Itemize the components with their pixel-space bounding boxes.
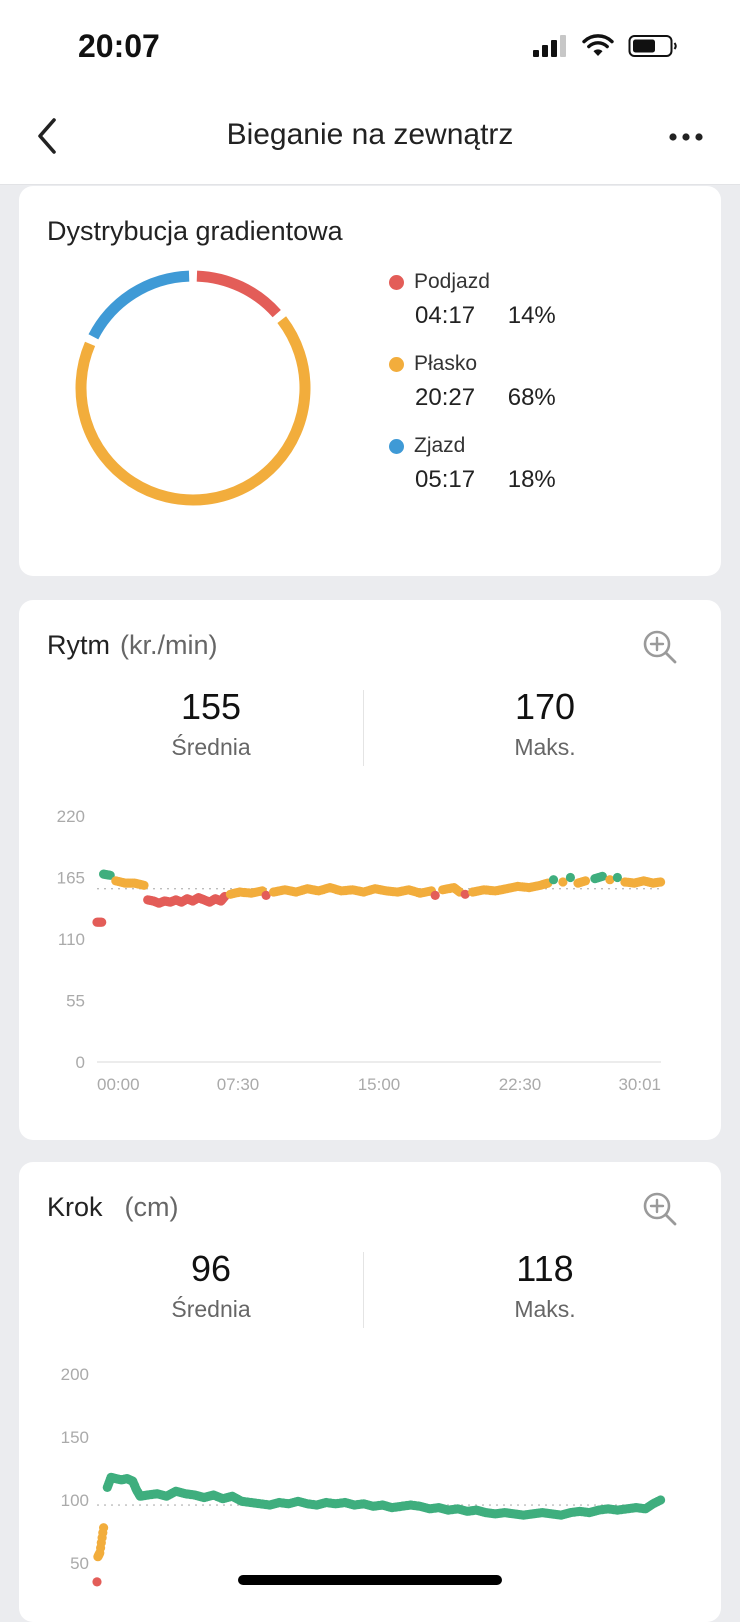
cadence-y-tick-2: 110 [58,930,85,949]
cadence-average-label: Średnia [171,734,251,760]
stride-title: Krok [47,1192,103,1222]
stride-stats: 96 Średnia 118 Maks. [19,1248,721,1328]
cadence-data-point [105,870,115,880]
cadence-data-point [430,890,440,900]
cadence-title: Rytm [47,630,110,660]
legend-item-flat: Płasko 20:27 68% [389,352,556,434]
cadence-y-tick-1: 165 [57,869,85,888]
stride-chart: 200 150 100 50 [61,1365,666,1587]
cadence-average: 155 Średnia [61,686,361,761]
legend-percent-uphill: 14% [507,302,556,329]
stride-data-point [92,1577,102,1587]
cadence-x-tick-0: 00:00 [97,1075,140,1094]
cadence-data-point [656,877,666,887]
stride-average-value: 96 [190,1248,232,1289]
more-options-icon[interactable] [666,122,706,152]
legend-label-flat: Płasko [414,352,478,375]
cadence-unit: (kr./min) [120,630,218,660]
cadence-data-point [605,875,615,885]
stride-card-title: Krok (cm) [47,1192,179,1223]
signal-icon [533,35,566,57]
stride-max-label: Maks. [514,1296,576,1322]
legend-item-downhill: Zjazd 05:17 18% [389,434,556,516]
home-indicator[interactable] [238,1575,502,1585]
cadence-data-point [97,917,107,927]
stride-data-point [656,1495,666,1505]
cadence-chart: 220 165 110 55 0 00:00 07:30 15:00 22:30 30:01 [57,807,666,1094]
cadence-x-tick-2: 15:00 [358,1075,401,1094]
stride-average-label: Średnia [171,1296,251,1322]
downhill-dot-icon [389,438,404,454]
cadence-max-label: Maks. [514,734,576,760]
cadence-average-value: 155 [180,686,242,727]
legend-item-uphill: Podjazd 04:17 14% [389,270,556,352]
cadence-zoom-icon[interactable] [641,628,679,666]
gradient-legend: Podjazd 04:17 14% Płasko 20:27 68% Zjazd [389,270,556,516]
gradient-donut-chart [75,270,311,506]
cadence-data-point [565,872,576,883]
legend-time-uphill: 04:17 [415,302,476,329]
back-button[interactable] [28,112,68,160]
cadence-y-tick-3: 55 [66,992,85,1011]
legend-time-downhill: 05:17 [415,466,476,493]
stats-divider [363,690,364,766]
cadence-y-tick-4: 0 [76,1053,85,1072]
stride-max: 118 Maks. [395,1248,695,1323]
donut-segment-0 [196,270,281,318]
cadence-data-point [261,890,271,900]
flat-dot-icon [389,356,404,372]
cadence-stats: 155 Średnia 170 Maks. [19,686,721,766]
cadence-data-point [139,880,149,890]
cadence-data-point [580,876,591,886]
cadence-data-point [597,871,608,881]
stride-y-tick-1: 150 [61,1428,89,1447]
stride-card: Krok (cm) 96 Średnia 118 Maks. 200 150 100 5… [19,1162,721,1622]
cadence-x-tick-4: 30:01 [618,1075,661,1094]
stride-average: 96 Średnia [61,1248,361,1323]
cadence-max: 170 Maks. [395,686,695,761]
legend-label-downhill: Zjazd [414,434,466,457]
cadence-y-tick-0: 220 [57,807,85,826]
cadence-data-point [558,877,568,887]
gradient-card-title: Dystrybucja gradientowa [47,216,343,246]
donut-segment-1 [75,316,311,506]
top-bar: 20:07 Bieganie na zewnątrz [0,0,740,185]
stride-y-tick-0: 200 [61,1365,89,1384]
cadence-max-value: 170 [514,686,576,727]
status-icons [532,34,678,58]
legend-percent-downhill: 18% [507,466,556,493]
uphill-dot-icon [389,274,404,290]
status-time: 20:07 [78,28,160,64]
gradient-distribution-card: Dystrybucja gradientowa Podjazd 04:17 14… [19,186,721,576]
legend-time-flat: 20:27 [415,384,476,411]
legend-percent-flat: 68% [507,384,556,411]
wifi-icon [582,34,614,56]
cadence-card-title: Rytm (kr./min) [47,630,218,661]
cadence-data-point [612,872,623,883]
stride-max-value: 118 [516,1248,574,1289]
cadence-data-point [460,889,470,899]
page-title: Bieganie na zewnątrz [226,118,514,151]
cadence-card: Rytm (kr./min) 155 Średnia 170 Maks. 220 1… [19,600,721,1140]
stats-divider [363,1252,364,1328]
stride-y-tick-2: 100 [61,1491,89,1510]
stride-data-point [99,1523,109,1533]
stride-unit: (cm) [124,1192,179,1222]
cadence-x-tick-3: 22:30 [499,1075,542,1094]
battery-icon [628,35,677,57]
legend-label-uphill: Podjazd [414,270,490,293]
donut-segment-2 [88,270,190,340]
stride-y-tick-3: 50 [70,1554,89,1573]
cadence-data-point [548,875,559,885]
cadence-x-tick-1: 07:30 [217,1075,260,1094]
stride-zoom-icon[interactable] [641,1190,679,1228]
